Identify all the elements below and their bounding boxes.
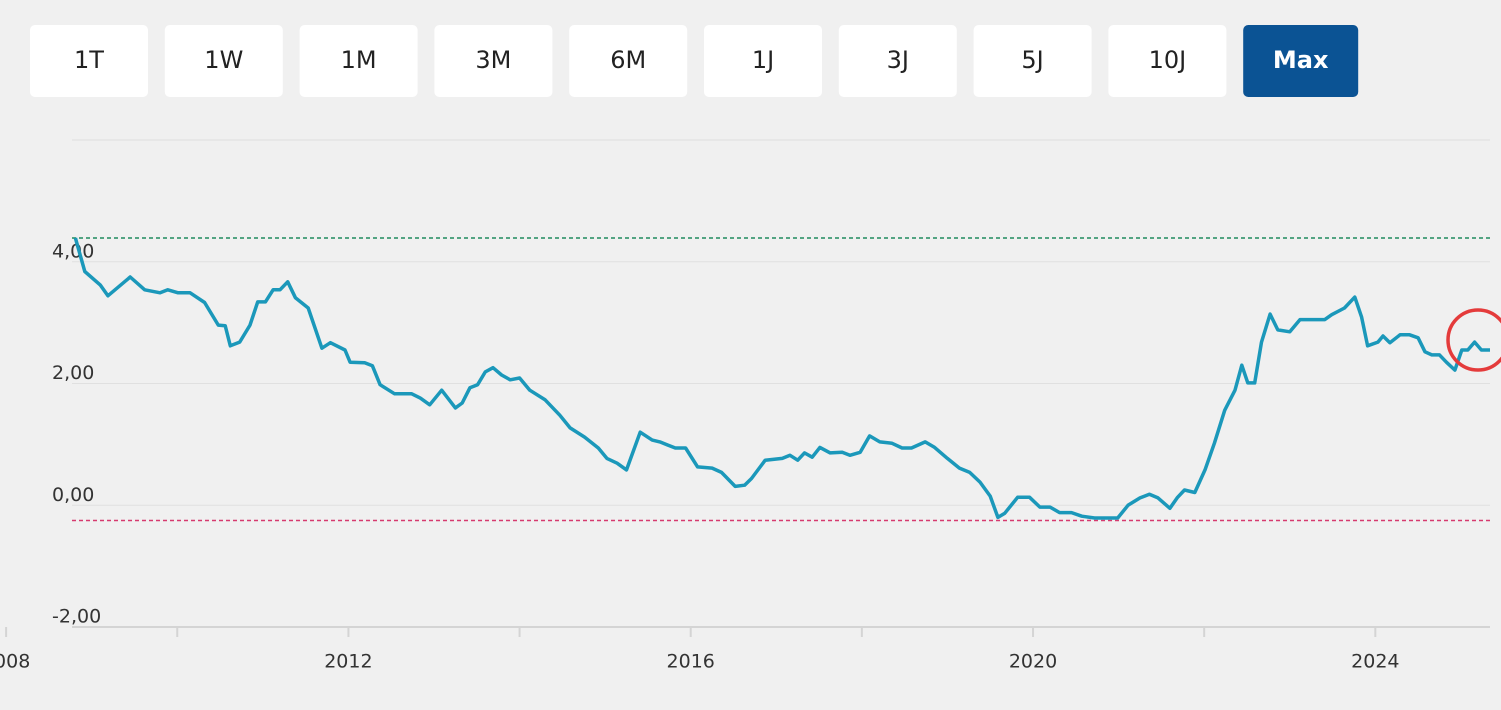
button-bg — [838, 25, 957, 97]
button-bg — [973, 25, 1092, 97]
range-button[interactable]: 1J — [704, 25, 822, 97]
x-tick-label: 2012 — [324, 651, 372, 673]
range-buttons: 1T 1W 1M 3M 6M 1J 3J 5J 10J Max — [30, 25, 1359, 97]
button-label: 3J — [887, 46, 909, 74]
y-tick-label: 0,00 — [52, 484, 94, 506]
range-button[interactable]: 1T — [30, 25, 148, 97]
button-bg — [434, 25, 553, 97]
button-label: 1J — [752, 46, 774, 74]
range-button[interactable]: 1M — [299, 25, 418, 97]
range-button[interactable]: 5J — [973, 25, 1092, 97]
button-bg — [1108, 25, 1227, 97]
range-button[interactable]: 3M — [434, 25, 553, 97]
plot: -2,00 0,00 2,00 4,00 2008 2012 2016 2020 2024 — [0, 237, 1490, 673]
button-label: Max — [1273, 46, 1329, 74]
range-button[interactable]: 1W — [164, 25, 283, 97]
button-label: 5J — [1021, 46, 1043, 74]
y-tick-label: 2,00 — [52, 362, 94, 384]
range-button[interactable]: 6M — [569, 25, 688, 97]
y-tick-label: 4,00 — [52, 240, 94, 262]
range-button[interactable]: Max — [1243, 25, 1359, 97]
button-label: 1T — [74, 46, 104, 74]
button-bg — [704, 25, 822, 97]
button-bg — [164, 25, 283, 97]
button-bg — [1243, 25, 1359, 97]
x-tick-label: 2008 — [0, 651, 30, 673]
button-bg — [299, 25, 418, 97]
button-label: 1W — [204, 46, 243, 74]
button-label: 6M — [610, 46, 646, 74]
x-tick-label: 2020 — [1009, 651, 1057, 673]
x-tick-label: 2024 — [1351, 651, 1399, 673]
button-bg — [569, 25, 688, 97]
x-tick-label: 2016 — [667, 651, 715, 673]
button-label: 3M — [475, 46, 511, 74]
button-label: 10J — [1149, 46, 1187, 74]
button-bg — [30, 25, 148, 97]
y-tick-label: -2,00 — [52, 606, 101, 628]
button-label: 1M — [341, 46, 377, 74]
highlight-circle — [1446, 308, 1501, 372]
range-button[interactable]: 3J — [838, 25, 957, 97]
range-button[interactable]: 10J — [1108, 25, 1227, 97]
data-line — [73, 237, 1490, 520]
